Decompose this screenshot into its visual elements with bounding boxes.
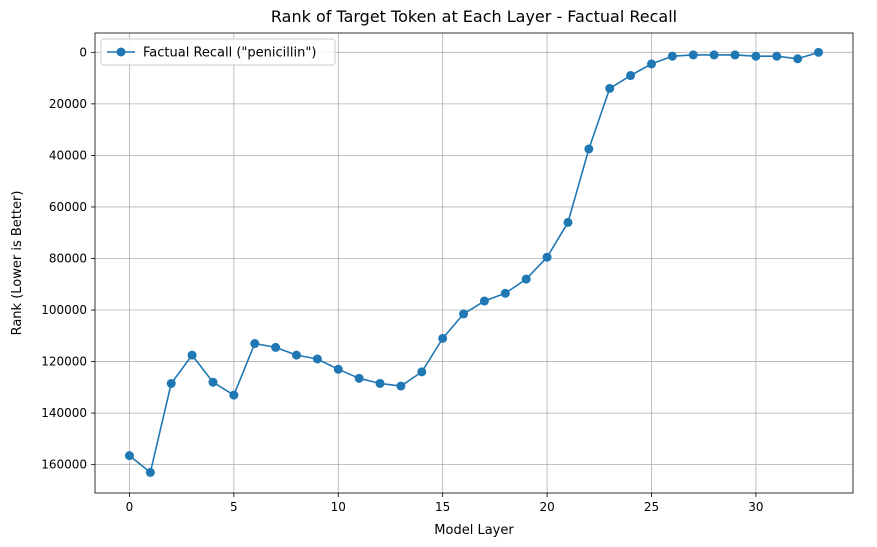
data-point <box>312 354 322 364</box>
data-point <box>145 467 155 477</box>
data-point <box>793 54 803 64</box>
data-point <box>166 378 176 388</box>
data-point <box>688 50 698 60</box>
legend-box <box>100 38 336 66</box>
legend-marker-swatch <box>116 47 126 57</box>
data-point <box>438 333 448 343</box>
y-tick-label: 20000 <box>49 97 87 111</box>
data-point <box>626 71 636 81</box>
data-point <box>584 144 594 154</box>
x-axis-ticks: 0 5 10 15 20 25 30 <box>126 493 764 514</box>
legend: Factual Recall ("penicillin") <box>100 38 336 66</box>
x-tick-label: 30 <box>748 500 763 514</box>
data-point <box>479 296 489 306</box>
y-tick-label: 60000 <box>49 200 87 214</box>
y-axis-ticks: 0 20000 40000 60000 80000 100000 120000 140000 1… <box>41 45 95 472</box>
data-point <box>417 367 427 377</box>
series-line <box>128 51 819 474</box>
x-tick-label: 25 <box>644 500 659 514</box>
data-point <box>751 51 761 61</box>
y-tick-label: 120000 <box>41 355 87 369</box>
y-tick-label: 40000 <box>49 148 87 162</box>
data-point <box>500 288 510 298</box>
data-point <box>667 51 677 61</box>
legend-label: Factual Recall ("penicillin") <box>143 46 316 61</box>
y-tick-label: 100000 <box>41 303 87 317</box>
data-point <box>271 342 281 352</box>
data-point <box>814 47 824 57</box>
data-point <box>563 217 573 227</box>
x-tick-label: 15 <box>435 500 450 514</box>
data-point <box>208 377 218 387</box>
x-tick-label: 20 <box>539 500 554 514</box>
x-tick-label: 10 <box>331 500 346 514</box>
data-point <box>459 309 469 319</box>
data-point <box>772 51 782 61</box>
plot-area-frame <box>94 32 854 494</box>
data-point <box>124 451 134 461</box>
data-point <box>375 378 385 388</box>
data-point <box>292 350 302 360</box>
y-tick-label: 0 <box>79 45 87 59</box>
data-point <box>730 50 740 60</box>
data-point <box>396 381 406 391</box>
y-tick-label: 160000 <box>41 458 87 472</box>
series-layer <box>124 47 824 477</box>
data-point <box>354 373 364 383</box>
y-tick-label: 80000 <box>49 251 87 265</box>
chart-title: Rank of Target Token at Each Layer - Fac… <box>271 7 677 26</box>
data-point <box>709 50 719 60</box>
data-point <box>187 350 197 360</box>
data-point <box>250 339 260 349</box>
y-axis-title: Rank (Lower is Better) <box>10 191 25 336</box>
x-axis-title: Model Layer <box>434 523 514 538</box>
data-point <box>521 274 531 284</box>
x-tick-label: 5 <box>230 500 238 514</box>
x-tick-label: 0 <box>126 500 134 514</box>
data-point <box>542 252 552 262</box>
data-point <box>646 59 656 69</box>
data-point <box>333 364 343 374</box>
y-tick-label: 140000 <box>41 406 87 420</box>
data-point <box>605 83 615 93</box>
data-point <box>229 390 239 400</box>
